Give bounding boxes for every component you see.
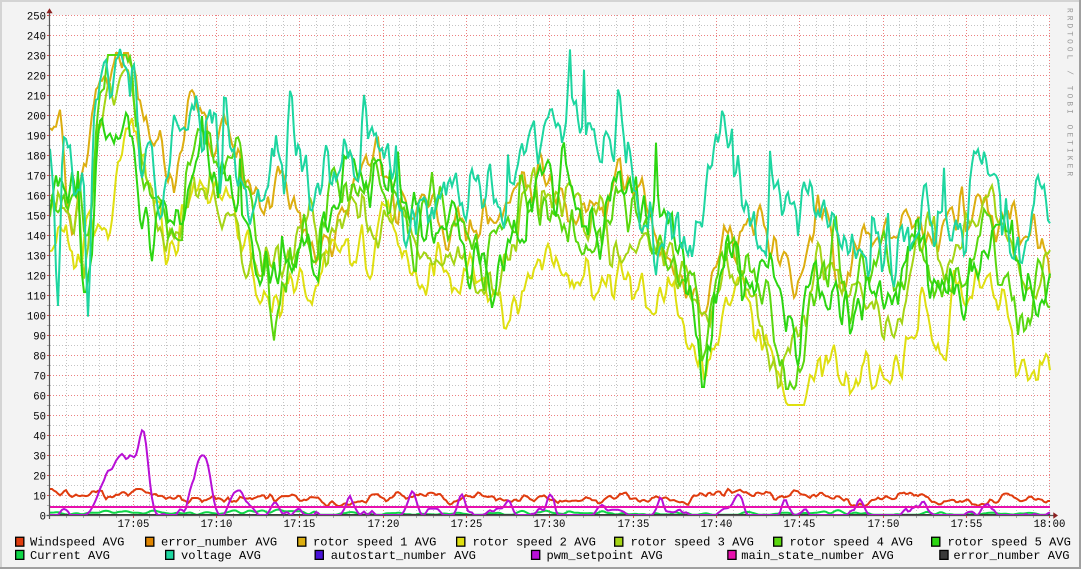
svg-text:60: 60 xyxy=(33,392,46,404)
svg-text:100: 100 xyxy=(27,312,46,324)
svg-text:error_number AVG: error_number AVG xyxy=(953,549,1069,563)
svg-text:130: 130 xyxy=(27,252,46,264)
svg-text:40: 40 xyxy=(33,432,46,444)
svg-text:RRDTOOL / TOBI OETIKER: RRDTOOL / TOBI OETIKER xyxy=(1065,8,1073,179)
svg-text:10: 10 xyxy=(33,492,46,504)
svg-text:pwm_setpoint AVG: pwm_setpoint AVG xyxy=(547,549,663,563)
svg-text:voltage AVG: voltage AVG xyxy=(181,549,261,563)
svg-text:error_number AVG: error_number AVG xyxy=(161,536,277,550)
svg-text:210: 210 xyxy=(27,92,46,104)
svg-text:20: 20 xyxy=(33,472,46,484)
svg-text:70: 70 xyxy=(33,372,46,384)
svg-text:17:55: 17:55 xyxy=(951,519,983,531)
svg-text:17:15: 17:15 xyxy=(284,519,316,531)
svg-text:17:10: 17:10 xyxy=(201,519,233,531)
svg-text:190: 190 xyxy=(27,132,46,144)
svg-text:main_state_number AVG: main_state_number AVG xyxy=(741,549,893,563)
svg-text:160: 160 xyxy=(27,192,46,204)
svg-text:90: 90 xyxy=(33,332,46,344)
svg-text:17:30: 17:30 xyxy=(534,519,566,531)
svg-text:150: 150 xyxy=(27,212,46,224)
svg-text:50: 50 xyxy=(33,412,46,424)
svg-text:18:00: 18:00 xyxy=(1034,519,1066,531)
svg-text:rotor speed 5 AVG: rotor speed 5 AVG xyxy=(948,536,1071,550)
svg-text:0: 0 xyxy=(40,512,46,524)
svg-text:30: 30 xyxy=(33,452,46,464)
svg-text:17:35: 17:35 xyxy=(618,519,650,531)
svg-text:110: 110 xyxy=(27,292,46,304)
svg-text:120: 120 xyxy=(27,272,46,284)
svg-text:rotor speed 2 AVG: rotor speed 2 AVG xyxy=(473,536,596,550)
svg-text:17:25: 17:25 xyxy=(451,519,483,531)
svg-text:autostart_number AVG: autostart_number AVG xyxy=(331,549,476,563)
svg-text:140: 140 xyxy=(27,232,46,244)
svg-text:17:20: 17:20 xyxy=(368,519,400,531)
svg-text:170: 170 xyxy=(27,172,46,184)
svg-text:220: 220 xyxy=(27,72,46,84)
svg-text:rotor speed 4 AVG: rotor speed 4 AVG xyxy=(790,536,913,550)
svg-text:17:05: 17:05 xyxy=(118,519,150,531)
svg-text:rotor speed 1 AVG: rotor speed 1 AVG xyxy=(313,536,436,550)
svg-text:180: 180 xyxy=(27,152,46,164)
svg-text:rotor speed 3 AVG: rotor speed 3 AVG xyxy=(631,536,754,550)
svg-text:240: 240 xyxy=(27,32,46,44)
svg-text:17:50: 17:50 xyxy=(868,519,900,531)
svg-text:Windspeed AVG: Windspeed AVG xyxy=(30,536,124,550)
svg-text:250: 250 xyxy=(27,12,46,24)
svg-text:17:40: 17:40 xyxy=(701,519,733,531)
svg-text:17:45: 17:45 xyxy=(784,519,816,531)
svg-text:230: 230 xyxy=(27,52,46,64)
svg-text:Current AVG: Current AVG xyxy=(30,549,110,563)
svg-text:200: 200 xyxy=(27,112,46,124)
svg-text:80: 80 xyxy=(33,352,46,364)
